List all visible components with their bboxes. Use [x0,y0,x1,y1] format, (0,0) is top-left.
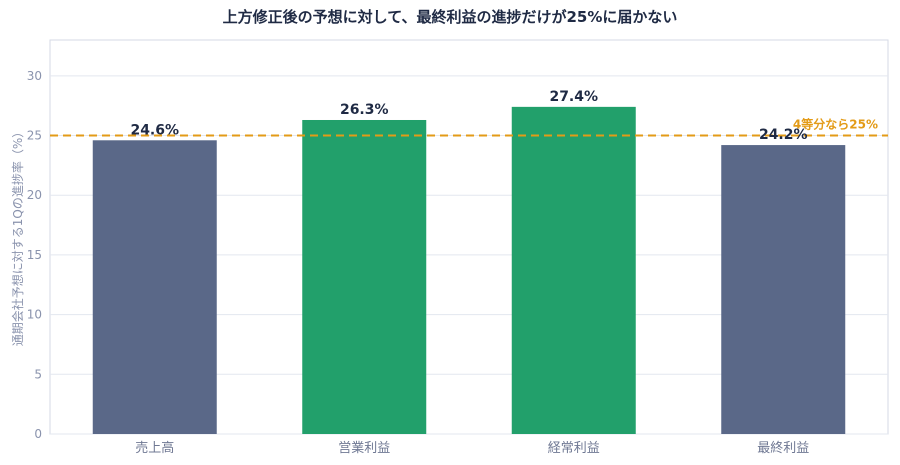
y-tick-label-10: 10 [27,308,42,322]
x-tick-label-2: 営業利益 [338,440,390,456]
y-tick-label-30: 30 [27,69,42,83]
y-tick-label-0: 0 [34,427,42,441]
y-tick-label-15: 15 [27,248,42,262]
y-tick-label-5: 5 [34,367,42,381]
axes: 0 5 10 15 20 25 30 売上高 営業利益 経常利益 最終利益 [27,69,810,456]
reference-line-group: 4等分なら25% [50,117,888,137]
data-label-3: 27.4% [549,89,598,105]
bar-2 [302,119,427,434]
x-tick-label-3: 経常利益 [548,441,600,456]
data-label-4: 24.2% [759,127,808,143]
reference-line-label: 4等分なら25% [793,117,878,132]
bar-1 [92,140,217,435]
y-tick-label-25: 25 [27,129,42,143]
bar-3 [511,106,636,435]
bars [92,106,846,435]
data-labels: 24.6% 26.3% 27.4% 24.2% [130,89,807,143]
x-tick-label-1: 売上高 [135,440,174,456]
data-label-2: 26.3% [340,102,389,118]
y-axis-title: 通期会社予想に対する1Qの進捗率（%） [10,126,25,346]
x-tick-label-4: 最終利益 [757,440,809,456]
y-tick-label-20: 20 [27,188,42,202]
chart-title: 上方修正後の予想に対して、最終利益の進捗だけが25%に届かない [223,8,678,26]
bar-4 [721,145,846,435]
data-label-1: 24.6% [130,122,179,138]
